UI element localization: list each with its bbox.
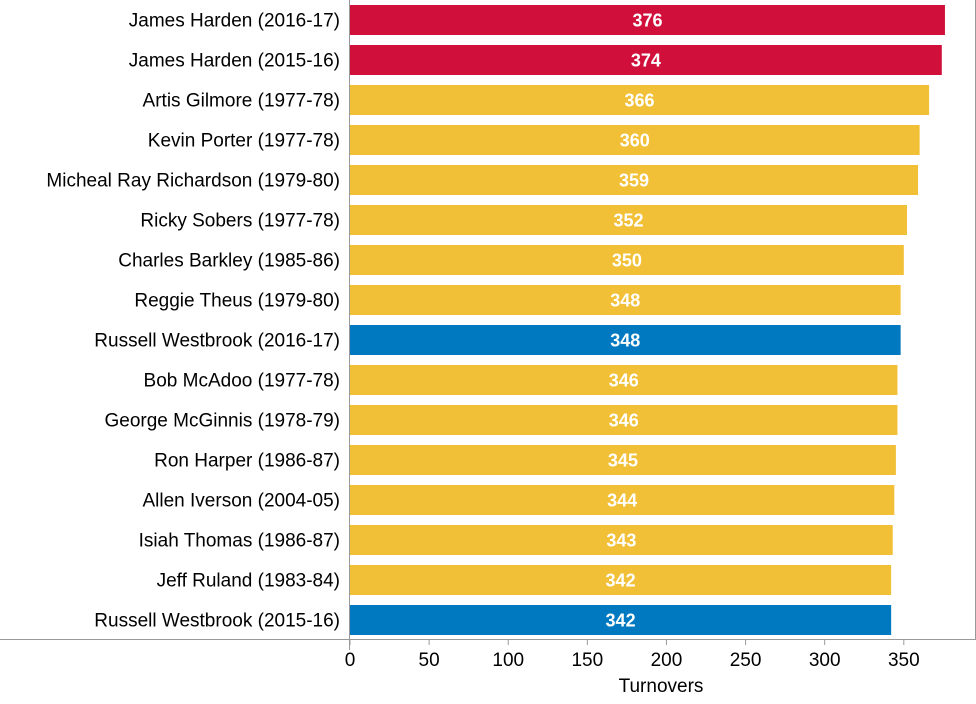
category-label: Kevin Porter (1977-78) xyxy=(148,131,340,152)
category-label: Reggie Theus (1979-80) xyxy=(134,291,340,312)
x-tick-label: 100 xyxy=(492,650,524,671)
x-tick-label: 350 xyxy=(888,650,920,671)
bar xyxy=(350,245,904,275)
x-tick-label: 0 xyxy=(345,650,356,671)
bar xyxy=(350,125,920,155)
bar-value-label: 374 xyxy=(631,51,661,71)
category-label: Isiah Thomas (1986-87) xyxy=(139,531,340,552)
bar-value-label: 366 xyxy=(625,91,655,111)
bar-value-label: 346 xyxy=(609,411,639,431)
bar-value-label: 348 xyxy=(610,291,640,311)
bar xyxy=(350,45,942,75)
x-axis-title: Turnovers xyxy=(619,676,704,697)
bar xyxy=(350,285,901,315)
bar-value-label: 348 xyxy=(610,331,640,351)
bar xyxy=(350,365,898,395)
category-label: Bob McAdoo (1977-78) xyxy=(144,371,340,392)
bar xyxy=(350,565,892,595)
bar xyxy=(350,405,898,435)
x-tick-label: 300 xyxy=(809,650,841,671)
x-tick-label: 200 xyxy=(651,650,683,671)
bar xyxy=(350,205,907,235)
category-label: Ricky Sobers (1977-78) xyxy=(140,211,340,232)
bar-value-label: 344 xyxy=(607,491,637,511)
bar-value-label: 345 xyxy=(608,451,638,471)
bar xyxy=(350,5,945,35)
category-label: Artis Gilmore (1977-78) xyxy=(143,91,340,112)
category-label: Charles Barkley (1985-86) xyxy=(118,251,340,272)
bar-value-label: 350 xyxy=(612,251,642,271)
bar-value-label: 359 xyxy=(619,171,649,191)
bar xyxy=(350,485,895,515)
category-label: George McGinnis (1978-79) xyxy=(105,411,341,432)
category-label: Russell Westbrook (2015-16) xyxy=(94,611,340,632)
x-axis-ticks: 0 50 100 150 200 250 300 350 xyxy=(345,639,920,671)
bar-value-label: 346 xyxy=(609,371,639,391)
bar xyxy=(350,605,892,635)
category-label: Ron Harper (1986-87) xyxy=(154,451,340,472)
category-label: Micheal Ray Richardson (1979-80) xyxy=(46,171,340,192)
category-labels: James Harden (2016-17) James Harden (2015… xyxy=(46,11,340,632)
x-tick-label: 150 xyxy=(571,650,603,671)
bar xyxy=(350,325,901,355)
bar xyxy=(350,165,919,195)
category-label: James Harden (2015-16) xyxy=(129,51,340,72)
bars xyxy=(350,5,945,635)
category-label: Allen Iverson (2004-05) xyxy=(143,491,341,512)
bar-value-label: 342 xyxy=(606,611,636,631)
bar-value-label: 343 xyxy=(606,531,636,551)
x-tick-label: 250 xyxy=(730,650,762,671)
category-label: Jeff Ruland (1983-84) xyxy=(157,571,340,592)
bar xyxy=(350,85,930,115)
bar-value-labels: 376 374 366 360 359 352 350 348 348 346 346 345 344 3… xyxy=(606,11,663,631)
bar xyxy=(350,525,893,555)
category-label: Russell Westbrook (2016-17) xyxy=(94,331,340,352)
bar-value-label: 376 xyxy=(632,11,662,31)
bar-value-label: 360 xyxy=(620,131,650,151)
x-tick-label: 50 xyxy=(419,650,440,671)
bar-value-label: 352 xyxy=(613,211,643,231)
bar-value-label: 342 xyxy=(606,571,636,591)
bar xyxy=(350,445,896,475)
category-label: James Harden (2016-17) xyxy=(129,11,340,32)
